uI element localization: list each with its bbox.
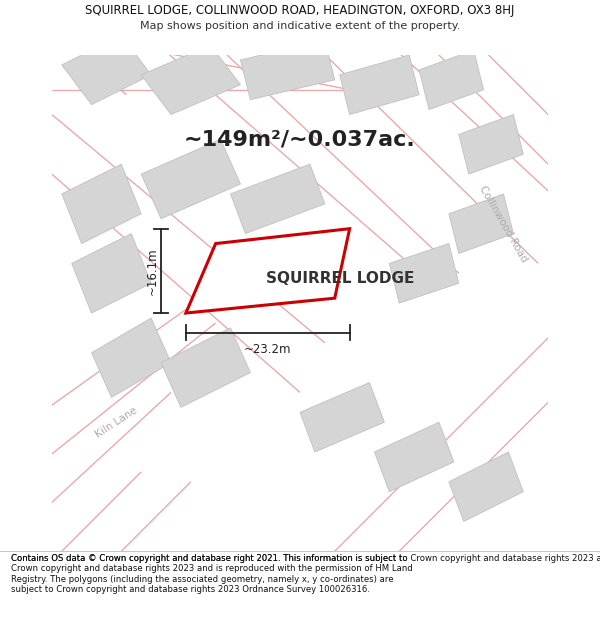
Text: Contains OS data © Crown copyright and database right 2021. This information is : Contains OS data © Crown copyright and d… xyxy=(11,554,600,563)
Text: Map shows position and indicative extent of the property.: Map shows position and indicative extent… xyxy=(140,21,460,31)
Polygon shape xyxy=(42,144,325,413)
Text: SQUIRREL LODGE: SQUIRREL LODGE xyxy=(266,271,414,286)
Polygon shape xyxy=(42,428,191,561)
Polygon shape xyxy=(141,45,241,114)
Polygon shape xyxy=(459,114,523,174)
Polygon shape xyxy=(439,30,573,352)
Text: SQUIRREL LODGE, COLLINWOOD ROAD, HEADINGTON, OXFORD, OX3 8HJ: SQUIRREL LODGE, COLLINWOOD ROAD, HEADING… xyxy=(85,4,515,18)
Polygon shape xyxy=(340,55,419,114)
Polygon shape xyxy=(325,378,573,561)
Text: Kiln Lane: Kiln Lane xyxy=(94,405,139,439)
Polygon shape xyxy=(186,229,350,313)
Polygon shape xyxy=(241,40,335,99)
Polygon shape xyxy=(374,422,454,492)
Text: ~149m²/~0.037ac.: ~149m²/~0.037ac. xyxy=(184,129,416,149)
Polygon shape xyxy=(449,194,514,254)
Polygon shape xyxy=(42,30,151,204)
Polygon shape xyxy=(62,164,141,244)
Polygon shape xyxy=(389,244,459,303)
Polygon shape xyxy=(300,382,385,452)
Polygon shape xyxy=(42,30,176,129)
Polygon shape xyxy=(419,50,484,109)
Text: Collinwood Road: Collinwood Road xyxy=(478,184,529,264)
Polygon shape xyxy=(449,452,523,521)
Polygon shape xyxy=(101,30,523,95)
Text: ~16.1m: ~16.1m xyxy=(146,247,158,294)
Polygon shape xyxy=(161,328,250,408)
Polygon shape xyxy=(72,234,151,313)
Polygon shape xyxy=(92,318,171,398)
Polygon shape xyxy=(42,343,241,511)
Text: ~23.2m: ~23.2m xyxy=(244,343,292,356)
Polygon shape xyxy=(42,263,290,452)
Polygon shape xyxy=(42,65,350,362)
Polygon shape xyxy=(141,139,241,219)
Polygon shape xyxy=(62,35,151,104)
Polygon shape xyxy=(230,164,325,234)
Text: Contains OS data © Crown copyright and database right 2021. This information is : Contains OS data © Crown copyright and d… xyxy=(11,554,413,594)
